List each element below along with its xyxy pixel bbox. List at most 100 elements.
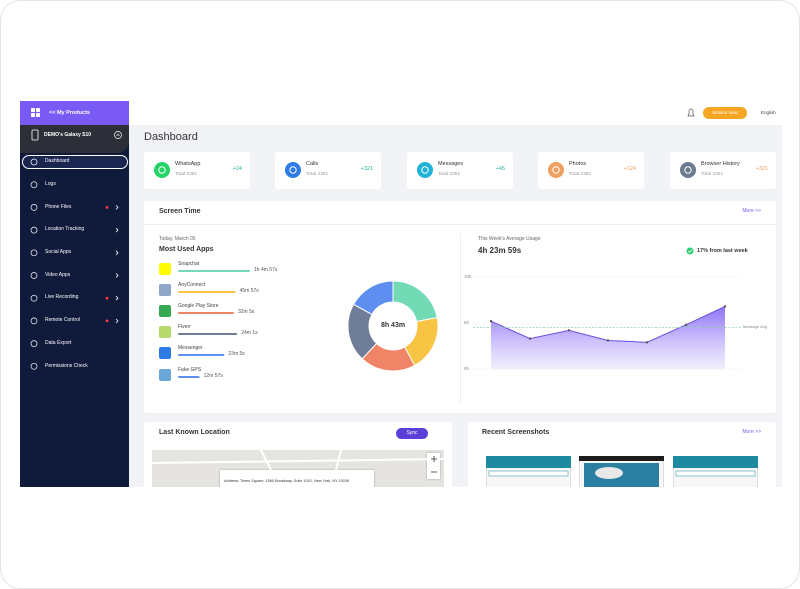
app-time: 32m 5s — [238, 309, 255, 316]
zoom-in — [431, 456, 437, 462]
weekly-total: 4h 23m 59s — [478, 245, 522, 255]
menu-icon — [30, 294, 38, 302]
language-select[interactable]: English — [761, 109, 776, 115]
menu-icon — [30, 158, 38, 166]
menu-item[interactable]: Video Apps — [45, 271, 71, 278]
menu-item[interactable]: Live Recording — [45, 294, 79, 301]
sync-button-text[interactable]: Sync — [406, 429, 418, 436]
stat-total: Total 2351 — [438, 172, 461, 178]
usage-bar — [178, 333, 238, 335]
app-name: Fake GPS — [178, 367, 202, 374]
top-bar — [129, 101, 782, 125]
thumb-header — [673, 456, 758, 468]
stat-icon-glyph — [421, 166, 429, 174]
thumb-search — [488, 470, 569, 477]
sync-button[interactable] — [396, 428, 428, 439]
stat-change: +124 — [623, 165, 636, 172]
thumb-header — [579, 456, 664, 461]
app-icon — [159, 326, 171, 338]
app-icon — [159, 347, 171, 359]
menu-item[interactable]: Phone Files — [45, 203, 72, 210]
monitor-button[interactable] — [703, 107, 747, 119]
menu-item[interactable]: Data Export — [45, 339, 72, 346]
app-time: 24m 1s — [241, 330, 258, 337]
grid-icon — [36, 108, 40, 112]
stat-name: Browser History — [701, 160, 740, 167]
map-road — [151, 458, 445, 464]
active-item[interactable] — [22, 155, 128, 169]
y-tick-label: 0h — [464, 365, 470, 371]
monitor-button-text[interactable]: Monitor Now — [712, 109, 738, 115]
thumb-land — [595, 467, 623, 479]
address-text: Address: Times Square, 1560 Broadway, Su… — [224, 478, 350, 483]
stat-name: Messages — [438, 160, 464, 167]
menu-icon — [30, 340, 38, 347]
phone-icon — [31, 129, 39, 141]
app-icon — [159, 284, 171, 296]
graphics-layer — [30, 108, 758, 487]
menu-icon — [30, 272, 38, 279]
menu-item[interactable]: Logs — [45, 180, 56, 187]
usage-area — [491, 306, 725, 369]
usage-point — [606, 339, 610, 342]
menu-item[interactable]: Dashboard — [45, 158, 70, 165]
divider — [460, 233, 461, 403]
chevron-icon — [115, 273, 119, 278]
menu-icon — [30, 249, 38, 257]
stat-change: +45 — [495, 165, 505, 172]
stat-total: Total 2351 — [569, 172, 592, 178]
average-label: Message Avg — [743, 324, 767, 330]
app-time: 1h 4m 57s — [254, 267, 278, 274]
more-link[interactable]: More >> — [742, 208, 761, 215]
device-name[interactable]: DEMO's Galaxy S10 — [44, 132, 92, 139]
stat-change: +321 — [755, 165, 768, 172]
usage-bar — [178, 291, 236, 293]
app-icon — [159, 305, 171, 317]
menu-item[interactable]: Permissions Check — [45, 362, 88, 369]
grid-icon — [36, 113, 40, 117]
chevron-icon — [115, 227, 119, 233]
usage-point — [645, 341, 649, 344]
badge-dot — [105, 296, 109, 300]
divider — [144, 224, 776, 225]
thumb-header — [486, 456, 571, 468]
badge-dot — [105, 319, 109, 323]
app-icon — [159, 369, 171, 381]
donut-segment — [352, 280, 394, 316]
map-road — [330, 449, 342, 487]
stat-icon — [417, 162, 433, 178]
thumb-search — [675, 470, 756, 477]
stat-total: Total 2351 — [701, 172, 724, 178]
grid-icon — [31, 108, 35, 112]
date-label: Today, March 05 — [159, 236, 196, 243]
stat-name: Calls — [306, 160, 319, 167]
map-road — [260, 449, 281, 487]
stat-total: Total 2351 — [306, 172, 329, 178]
usage-point — [684, 323, 688, 327]
menu-icon — [30, 204, 38, 211]
app-name: Snapchat — [178, 261, 200, 268]
usage-bar — [178, 376, 200, 378]
more-link[interactable]: More >> — [742, 429, 761, 436]
grid-icon — [31, 113, 35, 117]
stat-icon — [680, 162, 696, 178]
app-time: 12m 57s — [203, 373, 223, 380]
stat-change: +24 — [232, 165, 242, 172]
stat-name: Photos — [569, 160, 587, 167]
stat-name: WhatsApp — [175, 160, 201, 167]
panel-title: Last Known Location — [159, 429, 230, 437]
check-mark — [688, 249, 693, 253]
usage-point — [567, 329, 571, 332]
stat-icon-glyph — [158, 166, 166, 174]
weekly-change: 17% from last week — [697, 247, 748, 254]
stat-icon — [285, 162, 301, 178]
stat-change: +321 — [360, 165, 373, 172]
menu-item[interactable]: Social Apps — [45, 249, 72, 256]
app-name: Fiverr — [178, 324, 191, 331]
section-title: Most Used Apps — [159, 246, 214, 254]
sidebar-header-text[interactable]: << My Products — [49, 109, 90, 116]
menu-item[interactable]: Location Tracking — [45, 226, 85, 233]
app-icon — [159, 263, 171, 275]
menu-item[interactable]: Remote Control — [45, 317, 81, 324]
stat-icon-glyph — [289, 166, 297, 174]
